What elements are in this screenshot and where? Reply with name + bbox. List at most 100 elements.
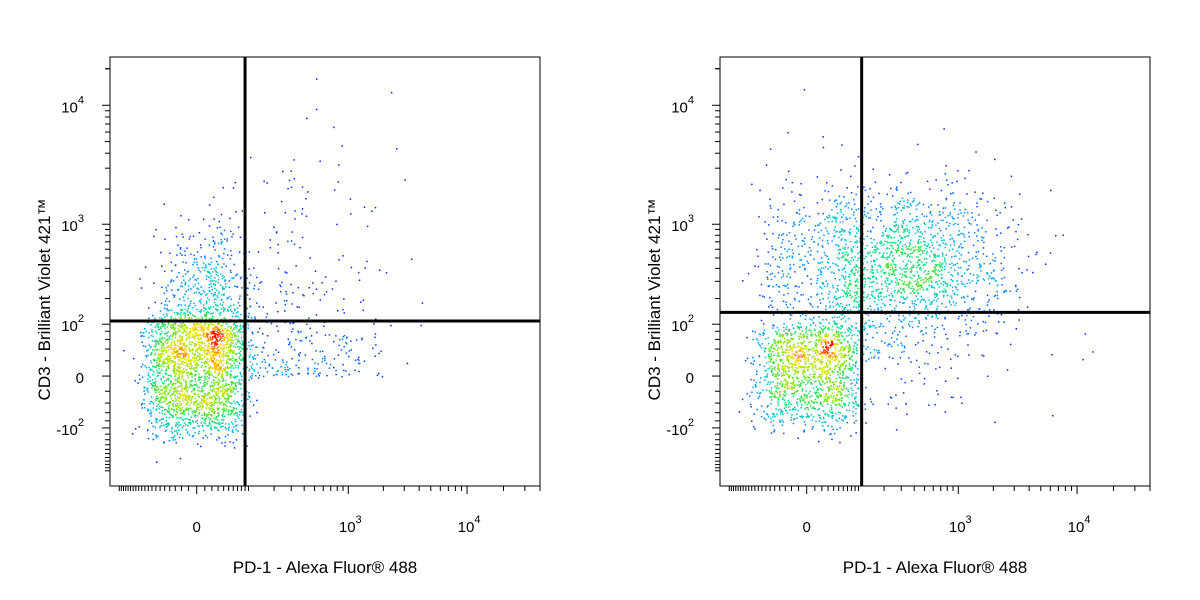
event-dot [873, 296, 875, 299]
event-dot [187, 297, 189, 300]
event-dot [177, 244, 179, 246]
event-dot [224, 391, 226, 393]
event-dot [812, 321, 814, 323]
event-dot [928, 206, 930, 208]
event-dot [205, 326, 208, 329]
event-dot [147, 408, 149, 410]
event-dot [225, 332, 228, 335]
event-dot [914, 220, 916, 223]
event-dot [936, 293, 938, 295]
event-dot [168, 309, 171, 311]
event-dot [228, 338, 230, 340]
event-dot [189, 278, 192, 280]
event-dot [835, 217, 838, 219]
event-dot [797, 321, 800, 324]
event-dot [206, 271, 209, 273]
event-dot [251, 331, 253, 333]
event-dot [149, 380, 151, 382]
event-dot [174, 367, 176, 370]
event-dot [934, 235, 937, 237]
event-dot [184, 357, 186, 360]
event-dot [763, 347, 766, 350]
event-dot [182, 368, 185, 370]
event-dot [214, 277, 216, 279]
event-dot [208, 392, 211, 394]
event-dot [767, 404, 769, 407]
event-dot [884, 332, 887, 334]
event-dot [846, 218, 849, 220]
event-dot [176, 370, 178, 372]
event-dot [144, 393, 146, 395]
event-dot [819, 286, 821, 288]
event-dot [877, 352, 879, 354]
event-dot [197, 317, 200, 319]
event-dot [218, 292, 220, 295]
event-dot [960, 212, 962, 214]
event-dot [974, 219, 977, 221]
event-dot [160, 424, 162, 427]
event-dot [858, 309, 860, 312]
event-dot [166, 342, 169, 345]
event-dot [170, 317, 173, 319]
event-dot [766, 276, 768, 278]
event-dot [239, 295, 241, 297]
event-dot [819, 273, 822, 275]
event-dot [993, 269, 995, 271]
event-dot [801, 282, 803, 284]
event-dot [300, 331, 302, 333]
event-dot [810, 414, 812, 416]
event-dot [779, 256, 781, 259]
event-dot [961, 297, 963, 299]
event-dot [186, 330, 188, 333]
event-dot [191, 314, 194, 316]
event-dot [162, 361, 164, 363]
event-dot [942, 207, 944, 209]
event-dot [935, 293, 937, 296]
event-dot [850, 387, 852, 390]
event-dot [147, 410, 149, 412]
event-dot [882, 207, 884, 210]
event-dot [927, 363, 929, 365]
event-dot [222, 416, 224, 418]
event-dot [216, 289, 218, 291]
event-dot [152, 314, 154, 317]
event-dot [291, 358, 293, 360]
event-dot [209, 353, 212, 355]
event-dot [173, 344, 175, 346]
event-dot [940, 189, 943, 192]
event-dot [210, 396, 212, 398]
event-dot [738, 411, 741, 413]
event-dot [819, 417, 822, 420]
event-dot [781, 410, 784, 413]
event-dot [223, 238, 226, 240]
event-dot [792, 327, 795, 329]
event-dot [790, 419, 792, 421]
event-dot [942, 281, 945, 283]
event-dot [913, 303, 916, 305]
event-dot [314, 362, 316, 364]
event-dot [959, 334, 961, 337]
event-dot [800, 407, 802, 409]
event-dot [178, 369, 181, 371]
event-dot [178, 348, 180, 351]
event-dot [236, 325, 239, 327]
event-dot [1009, 343, 1012, 346]
event-dot [909, 325, 911, 327]
event-dot [210, 323, 213, 326]
event-dot [194, 364, 196, 366]
event-dot [771, 248, 774, 250]
event-dot [929, 219, 931, 221]
event-dot [821, 292, 823, 295]
event-dot [184, 254, 186, 257]
event-dot [213, 364, 216, 366]
event-dot [211, 330, 213, 332]
event-dot [950, 303, 952, 306]
event-dot [775, 284, 778, 286]
event-dot [841, 268, 844, 271]
event-dot [925, 248, 927, 250]
event-dot [817, 409, 819, 411]
event-dot [945, 306, 947, 308]
event-dot [851, 249, 854, 252]
event-dot [248, 312, 250, 315]
event-dot [337, 354, 340, 356]
